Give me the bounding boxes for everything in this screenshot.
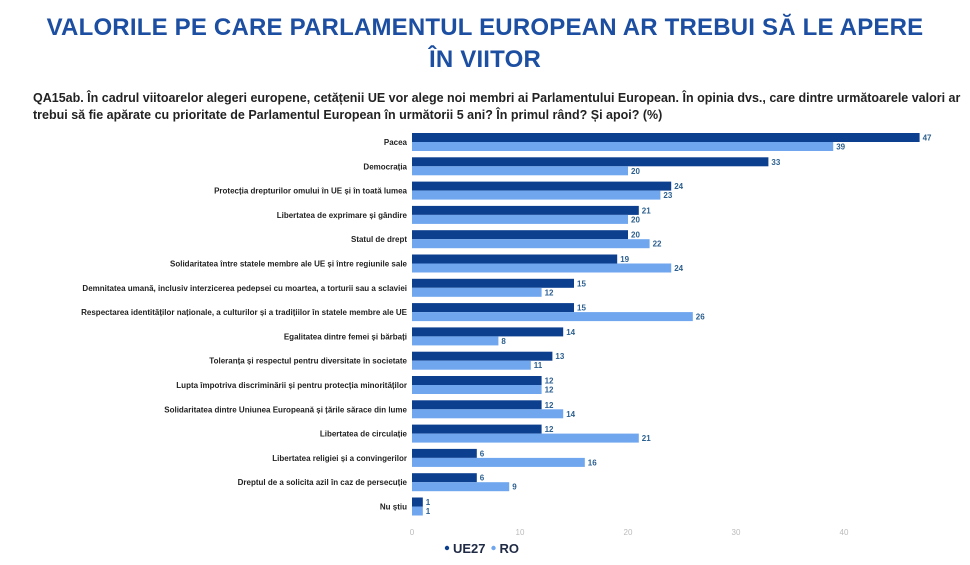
data-label-ue27: 6: [480, 474, 485, 483]
x-tick-label: 10: [516, 528, 525, 537]
data-label-ro: 23: [663, 191, 672, 200]
data-label-ue27: 21: [642, 206, 651, 215]
bar-ro: [412, 506, 423, 516]
x-tick-label: 40: [840, 528, 849, 537]
category-label: Demnitatea umană, inclusiv interzicerea …: [82, 284, 407, 293]
category-label: Lupta împotriva discriminării și pentru …: [176, 381, 407, 390]
bar-ro: [412, 312, 693, 322]
bar-ro: [412, 360, 531, 370]
bar-ro: [412, 190, 661, 200]
legend-label-ue27: UE27: [453, 541, 486, 556]
data-label-ro: 20: [631, 215, 640, 224]
legend-marker-ro: [491, 545, 496, 551]
bar-ue27: [412, 205, 639, 215]
bar-ue27: [412, 278, 574, 288]
data-label-ue27: 12: [545, 425, 554, 434]
bar-ue27: [412, 327, 564, 337]
question-text: QA15ab. În cadrul viitoarelor alegeri eu…: [33, 91, 961, 122]
category-label: Solidaritatea între statele membre ale U…: [170, 260, 408, 269]
bar-ue27: [412, 230, 628, 240]
data-label-ue27: 12: [545, 401, 554, 410]
category-label: Statul de drept: [351, 235, 407, 244]
bar-ro: [412, 166, 628, 176]
data-label-ro: 1: [426, 507, 431, 516]
bar-ro: [412, 457, 585, 467]
bar-ue27: [412, 351, 553, 361]
category-label: Toleranța și respectul pentru diversitat…: [209, 357, 407, 366]
data-label-ro: 16: [588, 458, 597, 467]
bar-ue27: [412, 497, 423, 507]
bar-ue27: [412, 157, 769, 167]
bar-ue27: [412, 303, 574, 313]
data-label-ro: 39: [836, 143, 845, 152]
data-label-ro: 24: [674, 264, 683, 273]
data-label-ro: 9: [512, 483, 517, 492]
x-tick-label: 20: [624, 528, 633, 537]
bar-ro: [412, 239, 650, 249]
data-label-ro: 22: [653, 240, 662, 249]
category-label: Democrația: [363, 162, 407, 171]
category-label: Pacea: [384, 138, 408, 147]
x-tick-label: 30: [732, 528, 741, 537]
bar-ro: [412, 214, 628, 224]
bar-ue27: [412, 448, 477, 458]
bar-ro: [412, 287, 542, 297]
data-label-ue27: 13: [555, 352, 564, 361]
data-label-ro: 8: [501, 337, 506, 346]
data-label-ue27: 1: [426, 498, 431, 507]
bar-ro: [412, 263, 672, 273]
category-label: Respectarea identităților naționale, a c…: [81, 308, 408, 317]
bar-ue27: [412, 254, 618, 264]
bar-ro: [412, 409, 564, 419]
data-label-ro: 12: [545, 386, 554, 395]
bar-ue27: [412, 376, 542, 385]
data-label-ue27: 19: [620, 255, 629, 264]
bar-ro: [412, 142, 834, 151]
category-label: Solidaritatea dintre Uniunea Europeană ș…: [164, 405, 407, 414]
category-label: Dreptul de a solicita azil în caz de per…: [238, 478, 408, 487]
data-label-ue27: 24: [674, 182, 683, 191]
data-label-ro: 14: [566, 410, 575, 419]
data-label-ue27: 47: [923, 134, 932, 143]
bar-ue27: [412, 400, 542, 410]
bar-ue27: [412, 133, 920, 142]
category-label: Nu știu: [380, 503, 407, 512]
bar-ro: [412, 482, 510, 492]
bar-ue27: [412, 473, 477, 483]
category-label: Egalitatea dintre femei și bărbați: [284, 332, 407, 341]
data-label-ue27: 20: [631, 231, 640, 240]
data-label-ro: 12: [545, 288, 554, 297]
category-label: Libertatea de circulație: [320, 430, 408, 439]
title-line-2: ÎN VIITOR: [428, 46, 542, 73]
data-label-ue27: 15: [577, 279, 586, 288]
bar-ro: [412, 336, 499, 346]
data-label-ro: 21: [642, 434, 651, 443]
chart-title: VALORILE PE CARE PARLAMENTUL EUROPEAN AR…: [0, 12, 970, 76]
title-line-1: VALORILE PE CARE PARLAMENTUL EUROPEAN AR…: [46, 14, 924, 41]
data-label-ro: 20: [631, 167, 640, 176]
legend-marker-ue27: [444, 545, 450, 551]
data-label-ro: 26: [696, 313, 705, 322]
data-label-ro: 11: [534, 361, 543, 370]
data-label-ue27: 12: [545, 377, 554, 386]
category-label: Libertatea de exprimare și gândire: [277, 211, 408, 220]
category-label: Protecția drepturilor omului în UE și în…: [214, 187, 407, 196]
legend-label-ro: RO: [500, 541, 520, 556]
data-label-ue27: 15: [577, 304, 586, 313]
category-label: Libertatea religiei și a convingerilor: [272, 454, 407, 463]
x-tick-label: 0: [410, 528, 415, 537]
bar-ue27: [412, 181, 672, 191]
bar-ro: [412, 385, 542, 394]
bar-ro: [412, 433, 639, 443]
data-label-ue27: 14: [566, 328, 575, 337]
data-label-ue27: 33: [771, 158, 780, 167]
data-label-ue27: 6: [480, 449, 485, 458]
bar-ue27: [412, 424, 542, 434]
